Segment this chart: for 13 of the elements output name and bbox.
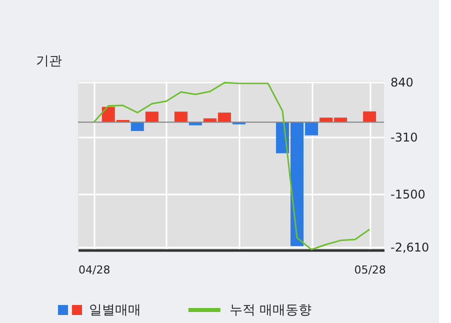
x-tick-label: 04/28 — [78, 264, 110, 276]
chart-title: 기관 — [36, 54, 62, 69]
bar — [145, 112, 158, 122]
y-tick-label: -1500 — [390, 187, 426, 202]
bar — [363, 111, 376, 122]
bar — [174, 112, 188, 122]
legend-label: 누적 매매동향 — [229, 303, 312, 318]
y-tick-label: -310 — [390, 130, 418, 145]
line-series — [93, 82, 370, 250]
legend-label: 일별매매 — [89, 303, 141, 318]
y-tick-label: 840 — [390, 75, 414, 90]
y-tick-label: -2,610 — [390, 240, 430, 255]
x-tick-label: 05/28 — [354, 264, 386, 276]
